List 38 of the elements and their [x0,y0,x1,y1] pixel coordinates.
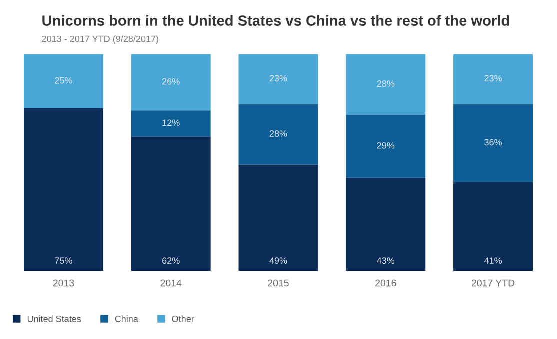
bar [131,54,211,111]
chart-title: Unicorns born in the United States vs China vs the rest of the world [42,15,510,26]
data-label: 23% [484,75,502,82]
bar [346,178,426,272]
bar [238,164,318,272]
data-label: 25% [55,77,72,84]
bar [238,54,318,104]
bar [131,110,211,137]
data-label: 28% [377,80,395,88]
x-tick-label: 2016 [376,280,396,287]
legend-label: Other [172,316,194,322]
data-label: 41% [484,258,502,264]
bar [454,182,534,272]
x-tick-label: 2013 [53,280,74,287]
bar [454,104,534,182]
data-label: 28% [270,130,288,137]
x-tick-label: 2015 [268,280,289,287]
legend-label: China [115,316,138,322]
data-label: 26% [162,78,180,85]
bar [131,136,211,272]
x-tick-label: 2017 YTD [472,280,515,287]
data-label: 12% [162,120,180,126]
x-tick-label: 2014 [160,280,182,287]
bar [24,54,104,108]
data-label: 49% [270,258,288,264]
chart-subtitle: 2013 - 2017 YTD (9/28/2017) [42,36,158,44]
data-label: 43% [377,258,395,264]
bar [454,54,534,104]
legend-label: United States [28,316,82,322]
data-label: 75% [55,258,72,264]
bar [238,104,318,165]
data-label: 29% [377,142,395,149]
data-label: 62% [162,258,180,264]
data-label: 23% [270,75,288,82]
bar [24,108,104,272]
data-label: 36% [484,139,502,146]
bar [346,54,426,115]
bar [346,114,426,178]
